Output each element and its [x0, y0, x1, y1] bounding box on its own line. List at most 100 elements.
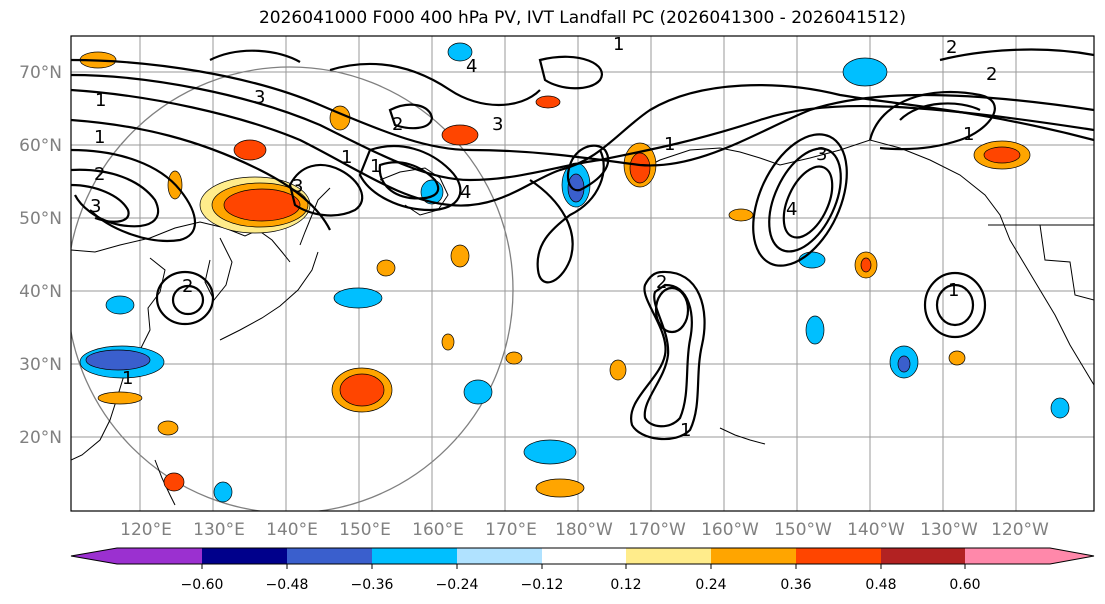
contour-okhotsk-1: [358, 145, 462, 212]
contour-label: 3: [90, 196, 101, 217]
lon-label-160e: 160°E: [412, 520, 464, 540]
colorbar: −0.60 −0.48 −0.36 −0.24 −0.12 0.12 0.24 …: [70, 547, 1095, 593]
contour-jet-4: [71, 118, 331, 231]
lon-label-150w: 150°W: [774, 520, 832, 540]
contour-label: 1: [664, 134, 675, 155]
map-background: [71, 36, 1094, 511]
contour-label: 1: [963, 124, 974, 145]
contour-northeast: [939, 48, 1094, 62]
contour-label: 1: [94, 127, 105, 148]
contour-gulf-alaska-1: [752, 133, 848, 267]
contour-west-3: [71, 183, 130, 223]
lon-label-140w: 140°W: [847, 520, 905, 540]
pv-blob-pacific-core: [339, 373, 385, 407]
lat-label-20n: 20°N: [19, 428, 62, 448]
colorbar-tick-label: 0.60: [949, 577, 980, 593]
contour-west-1: [71, 148, 196, 242]
contour-label: 4: [786, 199, 797, 220]
colorbar-segment: [202, 548, 287, 564]
contour-label: 1: [948, 280, 959, 301]
contour-east-loop-1: [923, 271, 987, 339]
contour-korea-2: [171, 284, 205, 316]
lon-label-150e: 150°E: [339, 520, 391, 540]
coastline-sakhalin: [299, 187, 331, 246]
pv-blob-japan-east: [333, 287, 383, 309]
contour-label: 1: [370, 156, 381, 177]
border-states: [1039, 224, 1094, 301]
contour-west-2: [71, 168, 160, 228]
pv-blob-south-orange: [535, 478, 585, 498]
contour-canada-2: [899, 102, 981, 121]
colorbar-segment: [711, 548, 796, 564]
coastlines: [71, 139, 1094, 506]
colorbar-outline: [70, 547, 1095, 565]
map-frame: [70, 35, 1095, 512]
contour-east-loop-2: [935, 283, 975, 327]
pv-blob-small-orange-10: [609, 359, 627, 381]
colorbar-tick-label: −0.12: [521, 577, 564, 593]
colorbar-segment: [881, 548, 965, 564]
colorbar-segment: [965, 548, 1050, 564]
contour-north-loop-2: [388, 103, 434, 130]
contour-north-1: [329, 62, 541, 106]
pv-blob-small-red-1: [163, 472, 185, 492]
pv-blob-southwest-blue: [213, 481, 233, 503]
contour-subtropic-3: [654, 286, 690, 334]
colorbar-extend-high: [1050, 548, 1094, 564]
contour-label: 2: [94, 164, 105, 185]
lat-label-30n: 30°N: [19, 355, 62, 375]
lon-label-180: 180°W: [555, 520, 613, 540]
lon-label-170e: 170°E: [485, 520, 537, 540]
lon-label-120e: 120°E: [120, 520, 172, 540]
pv-blob-bering-core: [629, 152, 651, 184]
pv-blob-okhotsk: [233, 139, 267, 161]
lat-label-40n: 40°N: [19, 282, 62, 302]
contour-gulf-alaska-3: [782, 165, 834, 239]
lon-label-160w: 160°W: [701, 520, 759, 540]
contour-jet-2: [71, 73, 1094, 182]
contour-label: 1: [122, 368, 133, 389]
colorbar-segment: [287, 548, 372, 564]
pv-blob-canada-core: [983, 146, 1021, 164]
longitude-labels: 120°E 130°E 140°E 150°E 160°E 170°E 180°…: [120, 520, 1049, 540]
contour-label: 1: [341, 147, 352, 168]
contour-label: 2: [392, 114, 403, 135]
contour-label: 2: [986, 64, 997, 85]
pv-blob-south-blue: [523, 439, 577, 465]
contour-subtropic-2: [643, 283, 693, 428]
contour-label: 4: [466, 56, 477, 77]
lon-label-120w: 120°W: [991, 520, 1049, 540]
colorbar-extend-low: [71, 548, 117, 564]
map-title: 2026041000 F000 400 hPa PV, IVT Landfall…: [258, 8, 906, 28]
colorbar-tick-label: −0.36: [351, 577, 394, 593]
coastline-north-america: [639, 139, 1094, 386]
coastline-korea: [204, 237, 233, 301]
contour-label: 2: [656, 272, 667, 293]
contour-north-2: [209, 49, 301, 63]
colorbar-segment: [457, 548, 542, 564]
pv-blob-far-east-blue: [1050, 397, 1070, 419]
contour-okhotsk-2: [378, 161, 440, 200]
pv-blob-siberia: [441, 124, 479, 146]
coastline-asia-north: [71, 221, 291, 263]
pv-blob-east-red: [860, 257, 872, 273]
pv-blob-china-blue: [105, 295, 135, 315]
contour-label: 1: [680, 420, 691, 441]
contour-label: 3: [254, 87, 265, 108]
region-circle: [71, 66, 514, 511]
pv-blob-mid-blue: [805, 315, 825, 345]
pv-blob-east-china-core: [85, 349, 151, 371]
pv-blob-small-orange-1: [376, 259, 396, 277]
colorbar-tick-label: 0.24: [695, 577, 726, 593]
colorbar-tick-label: 0.36: [780, 577, 811, 593]
contour-north-loop: [538, 55, 603, 90]
pv-blob-central-blue: [463, 379, 493, 405]
lat-label-50n: 50°N: [19, 209, 62, 229]
colorbar-segment: [372, 548, 457, 564]
contour-canada-1: [868, 90, 996, 151]
pv-blob-small-orange-2: [450, 244, 470, 268]
contour-labels: 3 4 1 2 3 1 2 1 1 4 3 2 1 3 2 2 1 1 2 1: [90, 36, 997, 441]
contour-subtropic-1: [629, 270, 706, 441]
map-panel: 3 4 1 2 3 1 2 1 1 4 3 2 1 3 2 2 1 1 2 1: [70, 35, 1095, 512]
